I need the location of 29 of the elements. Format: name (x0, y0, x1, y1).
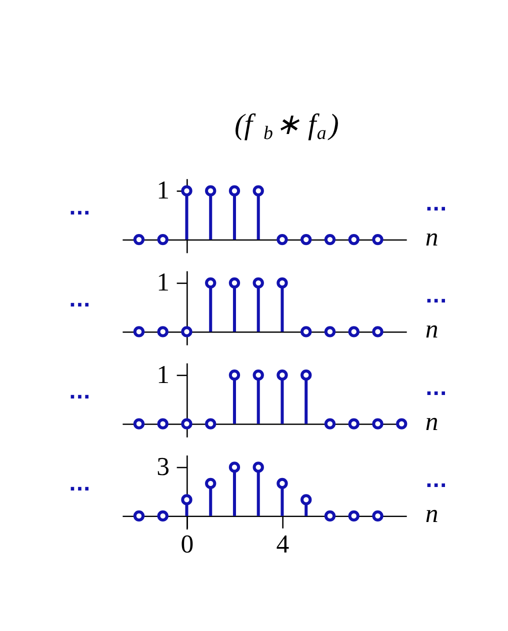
x-tick-label: 0 (180, 530, 194, 559)
text: ... (425, 470, 447, 492)
point (252, 462, 264, 473)
annotation: 1 (156, 176, 170, 205)
point (372, 510, 384, 522)
point (228, 462, 240, 473)
text: ... (68, 382, 90, 404)
text: ... (425, 194, 447, 216)
point (133, 510, 145, 522)
point (348, 510, 360, 522)
point (300, 494, 312, 506)
point (324, 510, 336, 522)
x-axis-title: n (425, 406, 438, 436)
point (276, 478, 288, 490)
annotation: 1 (156, 268, 170, 297)
x-axis-title: n (425, 222, 438, 252)
text: ... (68, 197, 90, 220)
point (181, 494, 192, 506)
x-axis-title: n (425, 314, 438, 344)
text: ... (425, 378, 447, 400)
x-tick-label: 4 (276, 530, 290, 559)
annotation: 3 (156, 452, 170, 481)
text: ... (68, 474, 90, 496)
point (205, 478, 216, 490)
text: ... (68, 289, 90, 312)
annotation: 1 (156, 360, 170, 389)
point (157, 510, 168, 522)
x-axis-title: n (425, 498, 438, 528)
text: ... (425, 286, 447, 308)
